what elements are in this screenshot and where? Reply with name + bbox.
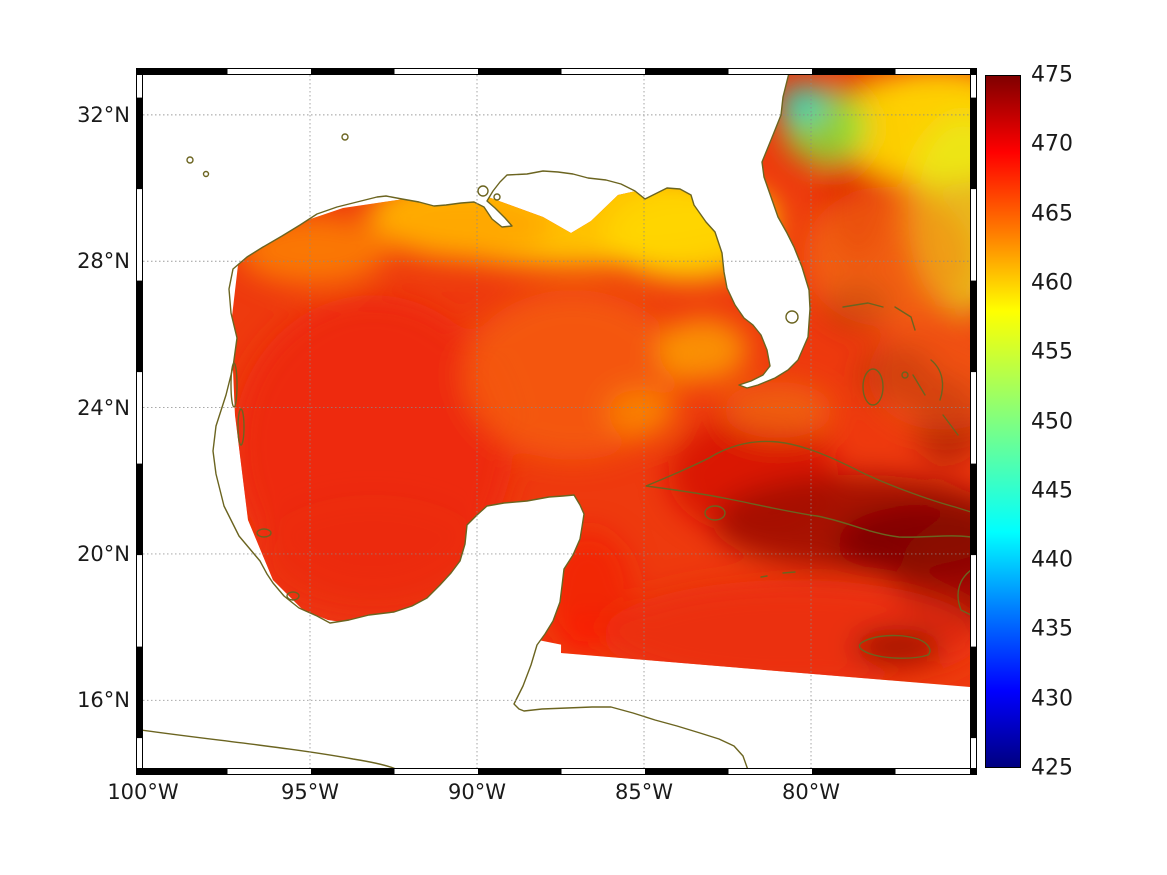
new-providence-outline xyxy=(901,371,909,379)
frame-corner-tl xyxy=(136,68,143,75)
map-canvas xyxy=(143,75,970,768)
andros-outline xyxy=(862,368,884,406)
heatmap-blob xyxy=(607,389,675,437)
colorbar-tick-label: 430 xyxy=(1031,686,1073,712)
jamaica-outline xyxy=(858,634,931,659)
x-tick-label: 100°W xyxy=(107,780,179,804)
colorbar-gradient xyxy=(985,75,1021,768)
y-tick-label: 24°N xyxy=(77,395,130,420)
small-lake-3 xyxy=(202,170,210,178)
exuma-outline xyxy=(912,374,926,396)
colorbar-tick-label: 445 xyxy=(1031,478,1073,504)
frame-corner-tr xyxy=(970,68,977,75)
coastline-layer xyxy=(143,75,970,768)
y-tick-label: 20°N xyxy=(77,541,130,566)
frame-corner-bl xyxy=(136,768,143,775)
cayman-outline xyxy=(760,571,796,578)
heatmap-blob xyxy=(658,318,748,382)
long-island-outline xyxy=(942,414,959,436)
lake-okeechobee xyxy=(785,310,799,324)
coastline-pacific-mexico xyxy=(143,729,396,768)
colorbar-tick-label: 470 xyxy=(1031,131,1073,157)
land-mainland xyxy=(143,75,810,768)
colorbar-tick-label: 440 xyxy=(1031,547,1073,573)
heatmap-blob xyxy=(373,190,553,260)
heatmap-blob-group xyxy=(233,75,970,687)
colorbar-tick-label: 450 xyxy=(1031,409,1073,434)
y-tick-label: 16°N xyxy=(77,688,130,713)
laguna-terminos-outline xyxy=(286,591,300,601)
colorbar-tick-label: 455 xyxy=(1031,339,1073,365)
laguna-alvarado-outline xyxy=(256,528,272,538)
y-tick-label: 32°N xyxy=(77,102,130,127)
heatmap-blob xyxy=(561,617,605,653)
colorbar-tick-label: 460 xyxy=(1031,270,1073,296)
map-plot-area xyxy=(142,74,971,769)
map-frame-bottom xyxy=(136,768,977,775)
eleuthera-outline xyxy=(930,359,944,401)
cuba-outline xyxy=(645,440,970,538)
land-layer xyxy=(143,75,810,768)
frame-corner-br xyxy=(970,768,977,775)
laguna-tamiahua-outline xyxy=(237,408,245,446)
haiti-tip-outline xyxy=(957,569,970,616)
map-frame-top xyxy=(136,68,977,75)
colorbar-tick-label: 425 xyxy=(1031,755,1073,781)
map-frame-left xyxy=(136,68,143,775)
lake-pontchartrain xyxy=(477,185,489,197)
small-lake-4 xyxy=(341,133,349,141)
abaco-outline xyxy=(894,306,916,331)
colorbar-tick-label: 475 xyxy=(1031,62,1073,88)
x-tick-label: 90°W xyxy=(448,780,506,804)
grid-layer xyxy=(143,75,970,768)
heatmap-blob xyxy=(723,382,833,438)
grand-bahama-outline xyxy=(842,302,884,308)
y-tick-label: 28°N xyxy=(77,249,130,274)
map-frame-right xyxy=(970,68,977,775)
coastline-mainland xyxy=(212,75,811,768)
colorbar-tick-label: 435 xyxy=(1031,616,1073,642)
small-lake-2 xyxy=(186,156,194,164)
laguna-madre-outline xyxy=(230,362,238,408)
heatmap-blob xyxy=(868,320,970,430)
small-lake-1 xyxy=(493,193,501,201)
x-tick-label: 85°W xyxy=(615,780,673,804)
heatmap-layer xyxy=(231,75,970,687)
heatmap-blob xyxy=(803,187,970,327)
heatmap-blob xyxy=(779,85,827,125)
colorbar-tick-label: 465 xyxy=(1031,201,1073,227)
isle-of-youth-outline xyxy=(704,505,726,521)
x-tick-label: 80°W xyxy=(782,780,840,804)
x-tick-label: 95°W xyxy=(281,780,339,804)
